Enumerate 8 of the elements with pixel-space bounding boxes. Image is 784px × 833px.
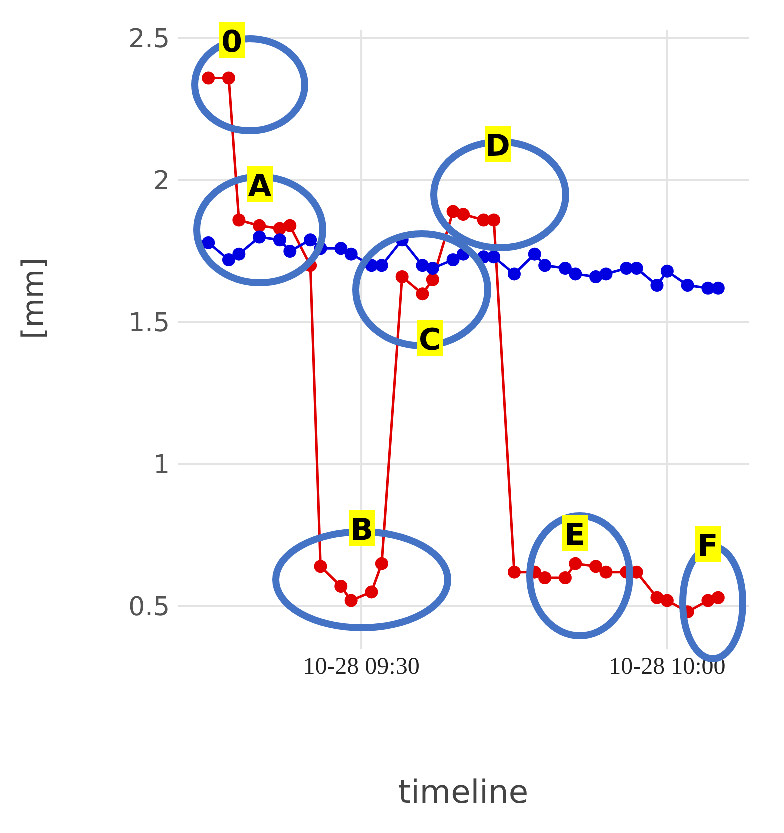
x-axis-title: timeline: [398, 773, 529, 811]
y-tick-label: 1.5: [128, 308, 170, 339]
y-tick-label: 2: [153, 166, 170, 197]
y-tick-label: 1: [153, 450, 170, 481]
y-axis-title: [mm]: [16, 258, 52, 340]
y-tick-label: 2.5: [128, 24, 170, 55]
y-tick-label: 0.5: [128, 592, 170, 623]
x-tick-label: 10-28 09:30: [303, 654, 420, 680]
